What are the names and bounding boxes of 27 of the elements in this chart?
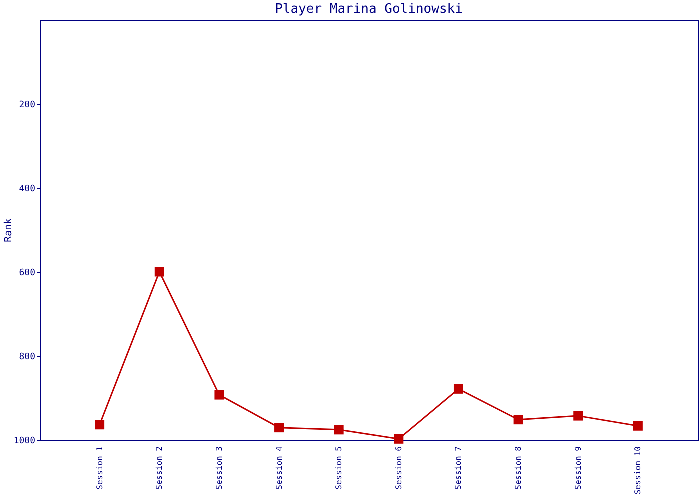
point [633,421,643,431]
point [334,425,344,435]
x-tick-label: Session 1 [95,446,104,490]
x-tick-label: Session 2 [155,446,164,490]
x-tick-label: Session 5 [334,446,344,490]
point [95,420,105,430]
point [574,411,584,421]
point [274,423,284,433]
x-tick-label: Session 4 [274,446,284,490]
y-tick-label: 400 [19,184,36,194]
point [394,434,404,444]
x-tick-label: Session 6 [394,446,404,490]
point [454,384,464,394]
point [514,415,524,425]
y-tick-label: 800 [19,352,36,362]
y-tick-label: 1000 [14,436,36,446]
point [154,267,164,277]
x-tick-label: Session 9 [574,446,583,490]
x-tick-label: Session 3 [214,446,224,490]
x-tick-label: Session 10 [634,446,643,495]
point [214,390,224,400]
y-tick-label: 200 [19,100,36,110]
x-tick-label: Session 8 [514,446,524,490]
y-tick-label: 600 [19,268,36,278]
chart-title: Player Marina Golinowski [275,2,463,17]
y-axis-title: Rank [4,218,14,243]
x-tick-label: Session 7 [454,446,464,490]
